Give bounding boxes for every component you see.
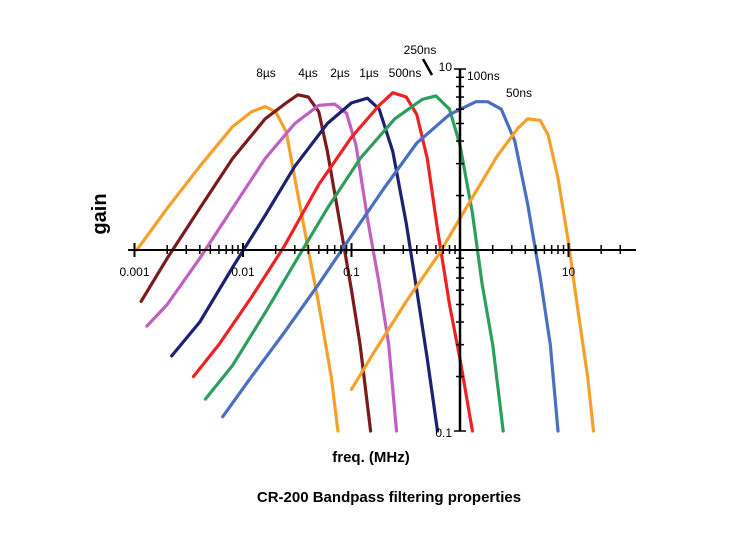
y-tick-label: 10: [439, 60, 453, 74]
x-tick-label: 10: [562, 265, 576, 279]
series-line-1µs: [170, 96, 440, 433]
label-leader-250ns: [421, 58, 434, 76]
x-ticks: 0.001 0.01 0.1 10: [119, 243, 622, 279]
y-tick-label: 0.1: [435, 426, 452, 440]
series-label-100ns: 100ns: [467, 69, 500, 83]
series-label-4µs: 4µs: [298, 66, 318, 80]
x-tick-label: 0.1: [343, 265, 360, 279]
series-line-500ns: [191, 91, 474, 433]
series-label-8µs: 8µs: [256, 66, 276, 80]
series-label-250ns: 250ns: [404, 43, 437, 57]
series-label-500ns: 500ns: [389, 66, 422, 80]
series-label-50ns: 50ns: [506, 86, 532, 100]
chart-title: CR-200 Bandpass filtering properties: [257, 489, 521, 506]
x-axis-title: freq. (MHz): [332, 449, 410, 466]
series-label-2µs: 2µs: [330, 66, 350, 80]
series-line-50ns: [349, 117, 596, 433]
y-axis-title: gain: [89, 193, 111, 234]
series-line-100ns: [221, 100, 560, 433]
x-tick-label: 0.01: [231, 265, 255, 279]
series-line-4µs: [139, 93, 373, 433]
series-line-250ns: [203, 94, 505, 433]
series-label-1µs: 1µs: [359, 66, 379, 80]
labels-group: 8µs 4µs 2µs 1µs 500ns 250ns 100ns 50ns: [256, 43, 532, 100]
axes-group: 0.001 0.01 0.1 10 100.1: [119, 60, 636, 440]
series-group: [135, 91, 596, 433]
y-ticks: 100.1: [435, 60, 466, 440]
x-tick-label: 0.001: [119, 265, 149, 279]
